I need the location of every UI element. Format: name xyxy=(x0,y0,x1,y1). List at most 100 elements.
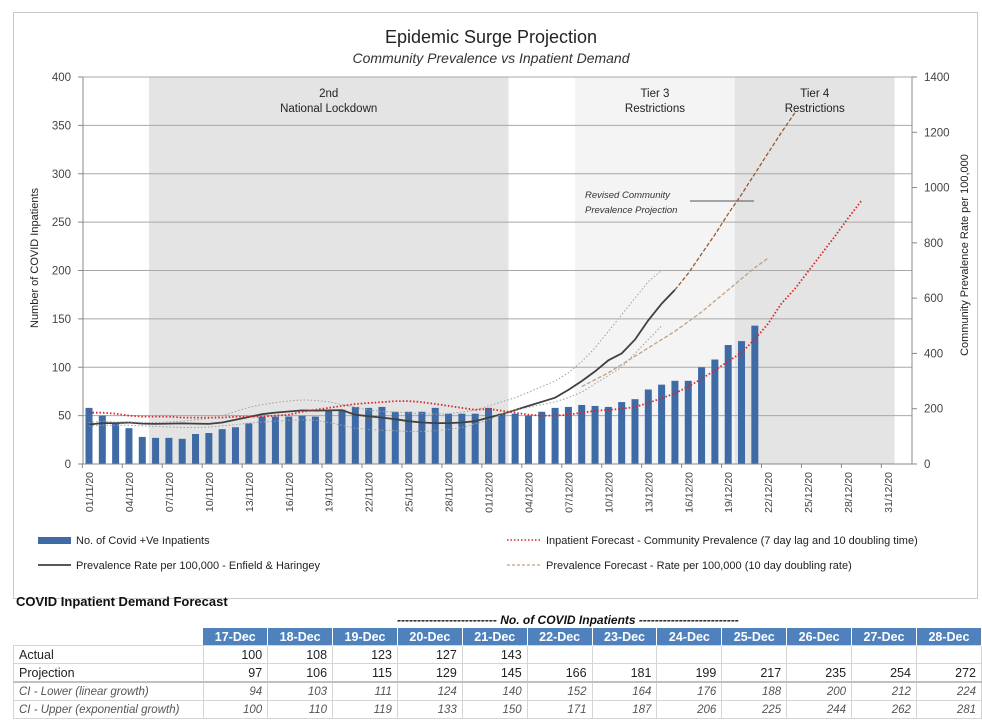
table-cell: 212 xyxy=(851,681,917,701)
series-line xyxy=(674,112,796,291)
y2-tick-label: 200 xyxy=(924,404,943,416)
y2-tick-label: 0 xyxy=(924,459,930,471)
table-cell: 187 xyxy=(591,700,658,719)
x-tick-label: 25/12/20 xyxy=(803,472,815,513)
bar xyxy=(391,411,399,464)
x-tick-label: 19/11/20 xyxy=(324,472,336,512)
table-cell: 281 xyxy=(915,700,982,719)
table-column-header: 19-Dec xyxy=(332,628,398,646)
bar xyxy=(125,428,133,464)
table-cell: 119 xyxy=(332,700,398,719)
y-tick-label: 400 xyxy=(52,72,71,84)
table-row: CI - Upper (exponential growth) 100 110 119… xyxy=(13,700,982,719)
table-cell: 199 xyxy=(656,663,723,683)
bar xyxy=(365,407,373,464)
table-header-row: 17-Dec 18-Dec 19-Dec 20-Dec 21-Dec 22-Dec 23-D… xyxy=(13,628,982,646)
bar xyxy=(498,413,506,464)
table-cell: 127 xyxy=(396,645,463,664)
y2-tick-label: 800 xyxy=(924,238,943,250)
bar xyxy=(564,406,572,464)
legend-item-bars: No. of Covid +Ve Inpatients xyxy=(76,535,210,547)
bar xyxy=(418,411,426,464)
table-column-header: 21-Dec xyxy=(462,628,528,646)
table-header-blank xyxy=(13,628,204,646)
bar xyxy=(684,380,692,464)
series-line xyxy=(88,289,676,426)
bar xyxy=(165,437,173,464)
table-cell: 262 xyxy=(851,700,917,719)
legend-item-inpatient-forecast: Inpatient Forecast - Community Prevalenc… xyxy=(546,535,918,547)
table-cell: 235 xyxy=(786,663,853,683)
x-tick-label: 16/12/20 xyxy=(683,472,695,513)
bar xyxy=(338,409,346,464)
table-column-header: 28-Dec xyxy=(916,628,982,646)
table-caption: ------------------------- No. of COVID I… xyxy=(397,613,739,627)
table-cell: 176 xyxy=(656,681,723,701)
forecast-table: 17-Dec 18-Dec 19-Dec 20-Dec 21-Dec 22-Dec 23-D… xyxy=(13,628,982,719)
bar xyxy=(724,344,732,464)
bar xyxy=(378,406,386,464)
chart-subtitle: Community Prevalence vs Inpatient Demand xyxy=(352,50,630,66)
y-tick-label: 100 xyxy=(52,362,71,374)
period-label-line2: National Lockdown xyxy=(280,103,377,115)
x-tick-label: 01/12/20 xyxy=(484,472,496,513)
table-cell: 225 xyxy=(721,700,788,719)
bar xyxy=(218,429,226,464)
bar xyxy=(271,416,279,464)
bar xyxy=(112,423,120,464)
bar xyxy=(325,410,333,464)
x-tick-label: 10/12/20 xyxy=(603,472,615,513)
bar xyxy=(258,416,266,464)
table-cell: 200 xyxy=(786,681,853,701)
bar xyxy=(538,411,546,464)
bar xyxy=(285,416,293,464)
table-cell: 145 xyxy=(461,663,528,683)
table-cell xyxy=(915,645,982,664)
table-column-header: 23-Dec xyxy=(592,628,658,646)
bar xyxy=(618,402,626,464)
table-cell: 108 xyxy=(267,645,334,664)
table-cell: 106 xyxy=(267,663,334,683)
y-tick-label: 150 xyxy=(52,314,71,326)
period-label-line2: Restrictions xyxy=(785,103,845,115)
bar xyxy=(245,423,253,464)
period-label-line1: Tier 3 xyxy=(640,88,669,100)
bar xyxy=(458,413,466,464)
bar xyxy=(231,427,239,464)
table-cell: 143 xyxy=(461,645,528,664)
table-cell: 150 xyxy=(461,700,528,719)
bar xyxy=(658,384,666,464)
y-tick-label: 50 xyxy=(58,411,71,423)
table-column-header: 22-Dec xyxy=(527,628,593,646)
y2-tick-label: 1400 xyxy=(924,72,950,84)
table-row-label: CI - Lower (linear growth) xyxy=(13,681,204,701)
table-row: Actual 100 108 123 127 143 xyxy=(13,645,982,664)
bar xyxy=(192,434,200,464)
x-tick-label: 28/12/20 xyxy=(843,472,855,513)
bar xyxy=(98,415,106,464)
table-column-header: 26-Dec xyxy=(786,628,853,646)
bar xyxy=(485,407,492,464)
x-tick-label: 13/12/20 xyxy=(643,472,655,513)
series-line xyxy=(89,200,863,419)
table-row-label: Actual xyxy=(13,645,204,664)
x-tick-label: 16/11/20 xyxy=(284,472,296,512)
bar xyxy=(698,367,706,464)
table-row-label: CI - Upper (exponential growth) xyxy=(13,700,204,719)
y2-tick-label: 1200 xyxy=(924,127,950,139)
period-label-line1: Tier 4 xyxy=(800,88,830,100)
y2-tick-label: 1000 xyxy=(924,183,950,195)
table-cell: 94 xyxy=(202,681,269,701)
y-tick-label: 300 xyxy=(52,169,71,181)
bar xyxy=(445,413,453,464)
x-tick-label: 07/11/20 xyxy=(164,472,176,512)
x-tick-label: 28/11/20 xyxy=(444,472,456,512)
y-tick-label: 250 xyxy=(52,217,71,229)
table-cell: 124 xyxy=(396,681,463,701)
axes: 0 50 100 150 200 250 300 350 400 0 200 400 600 800 100… xyxy=(52,72,950,513)
period-label-line1: 2nd xyxy=(319,88,338,100)
y2-tick-label: 600 xyxy=(924,293,943,305)
bar xyxy=(351,406,359,464)
x-tick-label: 01/11/20 xyxy=(84,472,96,512)
x-tick-label: 25/11/20 xyxy=(404,472,416,512)
